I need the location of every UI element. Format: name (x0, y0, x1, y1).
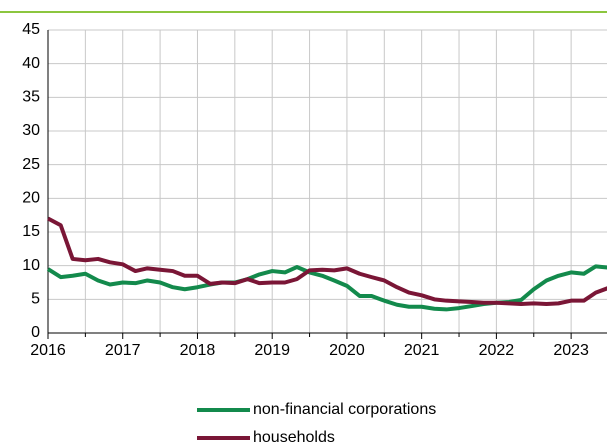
series-line (46, 264, 607, 312)
y-tick-label: 25 (22, 156, 40, 173)
y-tick-label: 40 (22, 55, 40, 72)
x-tick-label: 2018 (180, 342, 216, 359)
y-tick-label: 35 (22, 89, 40, 106)
x-tick-label: 2016 (30, 342, 66, 359)
legend-label: households (253, 429, 335, 446)
x-tick-label: 2019 (254, 342, 290, 359)
series-line (47, 216, 607, 307)
y-tick-label: 10 (22, 257, 40, 274)
legend-label: non-financial corporations (253, 401, 436, 418)
y-tick-label: 45 (22, 21, 40, 38)
y-tick-label: 5 (31, 291, 40, 308)
y-tick-label: 30 (22, 122, 40, 139)
y-tick-label: 0 (31, 324, 40, 341)
x-tick-label: 2022 (479, 342, 515, 359)
x-tick-label: 2021 (404, 342, 440, 359)
x-tick-label: 2023 (553, 342, 589, 359)
y-tick-label: 20 (22, 190, 40, 207)
y-tick-label: 15 (22, 223, 40, 240)
x-tick-label: 2020 (329, 342, 365, 359)
x-tick-label: 2017 (105, 342, 141, 359)
